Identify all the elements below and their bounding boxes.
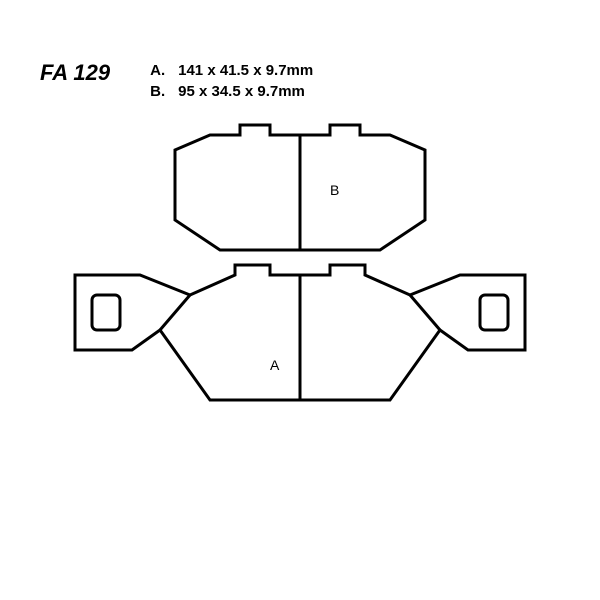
label-A: A: [270, 357, 280, 373]
dim-value-B: 95 x 34.5 x 9.7mm: [178, 81, 305, 102]
header: FA 129 A. 141 x 41.5 x 9.7mm B. 95 x 34.…: [40, 60, 313, 102]
pad-A: A: [75, 265, 525, 400]
pad-B: B: [175, 125, 425, 250]
dim-label-B: B.: [150, 81, 170, 102]
label-B: B: [330, 182, 339, 198]
brake-pad-diagram: B A: [60, 120, 540, 440]
dimension-row-A: A. 141 x 41.5 x 9.7mm: [150, 60, 313, 81]
dim-value-A: 141 x 41.5 x 9.7mm: [178, 60, 313, 81]
dimensions-block: A. 141 x 41.5 x 9.7mm B. 95 x 34.5 x 9.7…: [150, 60, 313, 102]
part-number: FA 129: [40, 60, 110, 102]
dimension-row-B: B. 95 x 34.5 x 9.7mm: [150, 81, 313, 102]
diagram-svg: B A: [60, 120, 540, 440]
dim-label-A: A.: [150, 60, 170, 81]
